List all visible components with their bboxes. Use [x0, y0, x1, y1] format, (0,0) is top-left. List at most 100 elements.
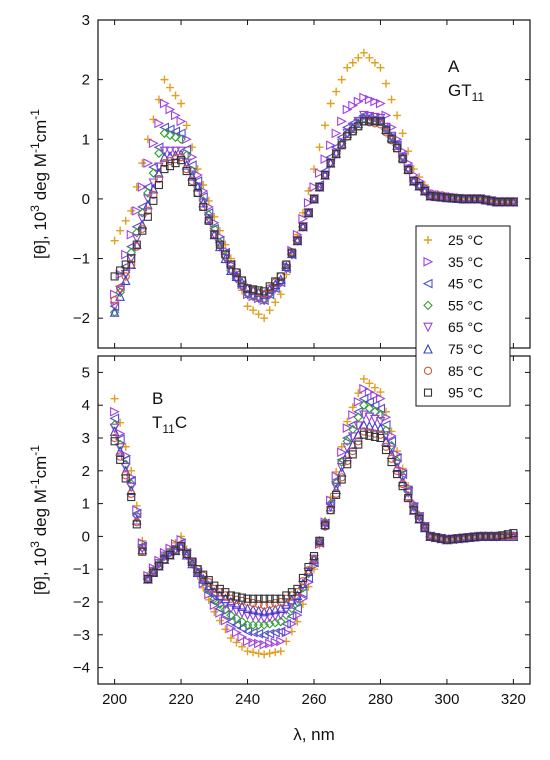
data-point: [348, 58, 357, 67]
data-point: [176, 146, 186, 157]
data-point: [110, 406, 120, 417]
data-point: [182, 549, 191, 558]
data-point: [254, 594, 263, 603]
data-point: [265, 306, 274, 315]
data-point: [132, 205, 142, 216]
data-point: [260, 650, 269, 659]
data-point: [326, 159, 335, 168]
data-point: [365, 379, 374, 388]
data-point: [221, 625, 230, 634]
data-point: [131, 514, 142, 525]
data-point: [420, 186, 429, 196]
data-point: [214, 603, 225, 614]
data-point: [209, 223, 220, 234]
data-point: [382, 79, 390, 88]
data-point: [354, 389, 363, 398]
data-point: [242, 603, 253, 614]
data-point: [226, 634, 235, 643]
data-point: [364, 420, 375, 431]
data-point: [448, 535, 457, 544]
panel-b-marks: [109, 374, 519, 659]
data-point: [242, 610, 253, 621]
data-point: [253, 612, 264, 623]
data-point: [149, 190, 158, 200]
data-point: [381, 110, 392, 121]
data-point: [226, 260, 235, 269]
data-point: [359, 383, 370, 394]
data-point: [370, 421, 380, 432]
data-point: [264, 612, 275, 623]
data-point: [242, 636, 253, 647]
data-point: [380, 419, 391, 430]
data-point: [270, 637, 281, 648]
data-point: [343, 63, 352, 72]
data-point: [348, 100, 358, 111]
data-point: [116, 284, 125, 293]
data-point: [264, 605, 275, 616]
data-point: [110, 296, 119, 305]
data-point: [143, 574, 152, 584]
data-point: [165, 150, 175, 161]
data-point: [359, 430, 368, 439]
data-point: [370, 58, 379, 67]
data-point: [260, 594, 269, 603]
data-point: [336, 138, 347, 148]
data-point: [275, 626, 286, 637]
data-point: [375, 98, 386, 109]
data-point: [465, 533, 474, 542]
legend-label: 25 °C: [448, 232, 483, 248]
data-point: [365, 431, 374, 440]
data-point: [453, 194, 463, 203]
data-point: [137, 544, 148, 555]
data-point: [347, 419, 358, 430]
data-point: [116, 226, 125, 235]
y-tick-label: 0: [82, 191, 90, 208]
data-point: [476, 194, 485, 203]
data-point: [448, 194, 457, 203]
data-point: [470, 532, 479, 541]
data-point: [359, 117, 368, 126]
data-point: [232, 638, 241, 647]
data-point: [131, 234, 142, 244]
data-point: [271, 598, 280, 608]
data-point: [281, 618, 291, 629]
data-point: [176, 134, 186, 145]
data-point: [126, 247, 137, 258]
legend-label: 95 °C: [448, 385, 483, 401]
data-point: [365, 117, 374, 126]
data-point: [375, 410, 386, 420]
data-point: [220, 615, 231, 626]
data-point: [110, 236, 119, 245]
data-point: [265, 594, 274, 603]
data-point: [115, 285, 126, 296]
legend-marker: [423, 366, 433, 375]
data-point: [109, 426, 120, 436]
data-point: [381, 445, 391, 455]
data-point: [492, 197, 501, 206]
data-point: [127, 492, 136, 502]
data-point: [503, 530, 512, 539]
y-tick-label: −2: [73, 310, 90, 327]
data-point: [254, 600, 263, 609]
data-point: [409, 165, 418, 174]
data-point: [309, 552, 319, 561]
data-point: [353, 96, 364, 107]
data-point: [115, 291, 126, 301]
data-point: [138, 226, 147, 235]
data-point: [121, 260, 130, 269]
y-tick-label: 2: [82, 463, 90, 480]
legend-marker: [423, 300, 433, 311]
x-tick-label: 320: [501, 691, 526, 708]
data-point: [226, 623, 237, 634]
data-point: [391, 452, 402, 463]
data-point: [138, 547, 147, 556]
data-point: [270, 604, 281, 615]
data-point: [109, 301, 120, 312]
y-tick-label: −3: [73, 627, 90, 644]
data-point: [159, 98, 170, 109]
data-point: [170, 110, 181, 121]
data-point: [176, 116, 187, 127]
data-point: [166, 83, 174, 92]
data-point: [276, 647, 285, 656]
data-point: [221, 250, 230, 259]
